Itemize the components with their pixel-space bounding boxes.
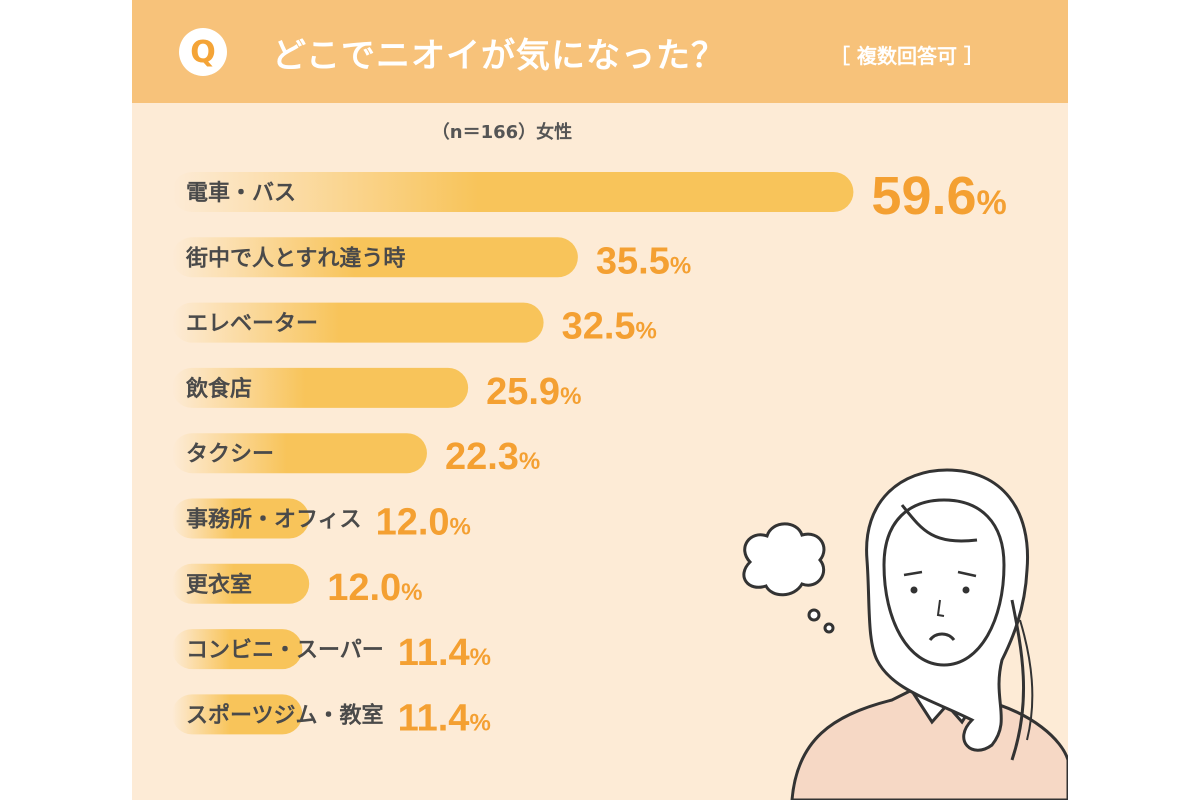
value-number-3: 25.9 — [486, 371, 560, 413]
value-label-1: 35.5% — [596, 240, 691, 282]
value-number-2: 32.5 — [562, 306, 636, 348]
value-unit-0: % — [977, 184, 1007, 222]
value-label-4: 22.3% — [445, 436, 540, 478]
value-unit-1: % — [670, 252, 691, 279]
sample-size-label: （n＝166）女性 — [431, 122, 573, 143]
question-header: Q どこでニオイが気になった？ ［ 複数回答可 ］ — [132, 0, 1068, 103]
value-label-5: 12.0% — [376, 502, 471, 544]
value-label-3: 25.9% — [486, 371, 581, 413]
bar-1 — [172, 237, 578, 278]
value-number-7: 11.4 — [398, 632, 470, 674]
value-unit-6: % — [401, 579, 422, 606]
value-number-4: 22.3 — [445, 436, 519, 478]
category-label-0: 電車・バス — [186, 181, 296, 206]
bar-7 — [172, 629, 303, 670]
value-unit-4: % — [519, 448, 540, 475]
value-label-2: 32.5% — [562, 306, 657, 348]
bar-8 — [172, 694, 303, 735]
frown-mouth-icon — [928, 632, 956, 642]
value-number-6: 12.0 — [327, 567, 401, 609]
category-label-3: 飲食店 — [185, 376, 252, 402]
eye-left-icon — [910, 586, 918, 594]
value-unit-8: % — [469, 709, 490, 736]
value-unit-5: % — [450, 514, 471, 541]
thought-bubble-icon — [742, 522, 835, 634]
bar-6 — [172, 563, 310, 604]
question-title: どこでニオイが気になった？ — [272, 36, 726, 76]
value-unit-2: % — [636, 318, 657, 345]
category-label-5: 事務所・オフィス — [186, 507, 362, 533]
category-label-6: 更衣室 — [186, 572, 252, 598]
bar-2 — [172, 302, 544, 343]
value-number-8: 11.4 — [398, 697, 470, 739]
category-label-8: スポーツジム・教室 — [186, 702, 384, 728]
eye-right-icon — [962, 586, 970, 594]
category-label-7: コンビニ・スーパー — [186, 638, 384, 663]
category-label-1: 街中で人とすれ違う時 — [185, 245, 405, 271]
thinking-woman-illustration — [742, 468, 1068, 800]
face — [882, 498, 1006, 667]
value-unit-3: % — [560, 383, 581, 410]
category-label-2: エレベーター — [186, 312, 318, 337]
value-label-8: 11.4% — [398, 697, 491, 739]
value-number-5: 12.0 — [376, 502, 450, 544]
value-label-0: 59.6% — [871, 166, 1006, 226]
bar-chart: 電車・バス 59.6% 街中で人とすれ違う時 35.5% エレベーター 32.5% 飲食店 2… — [172, 166, 1068, 800]
value-unit-7: % — [470, 644, 491, 671]
value-number-1: 35.5 — [596, 240, 670, 282]
multiple-answer-note: ［ 複数回答可 ］ — [830, 44, 984, 68]
bar-5 — [172, 498, 310, 539]
chart-panel: Q どこでニオイが気になった？ ［ 複数回答可 ］ （n＝166）女性 電車・バ… — [132, 0, 1068, 800]
value-number-0: 59.6 — [871, 166, 976, 226]
bar-3 — [172, 367, 469, 408]
bar-4 — [172, 433, 427, 474]
value-label-6: 12.0% — [327, 567, 422, 609]
value-label-7: 11.4% — [398, 632, 491, 674]
category-label-4: タクシー — [186, 442, 274, 467]
q-badge: Q — [179, 28, 227, 76]
bar-0 — [172, 172, 854, 212]
